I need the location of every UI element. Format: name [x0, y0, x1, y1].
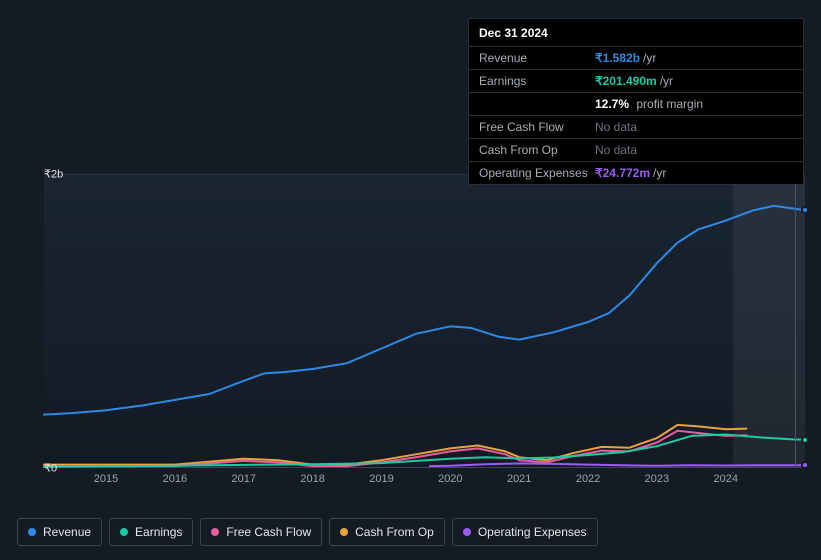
- series-marker: [801, 461, 809, 469]
- legend-item-operating-expenses[interactable]: Operating Expenses: [452, 518, 598, 546]
- x-axis-label: 2022: [576, 473, 600, 485]
- chart-legend: Revenue Earnings Free Cash Flow Cash From O…: [17, 518, 598, 546]
- x-axis-label: 2023: [645, 473, 669, 485]
- x-axis-label: 2017: [231, 473, 255, 485]
- legend-label: Operating Expenses: [478, 525, 587, 539]
- tooltip-row: Operating Expenses₹24.772m/yr: [469, 162, 803, 184]
- legend-dot-icon: [211, 528, 219, 536]
- legend-item-earnings[interactable]: Earnings: [109, 518, 193, 546]
- x-axis-label: 2020: [438, 473, 462, 485]
- legend-label: Cash From Op: [355, 525, 434, 539]
- x-axis-label: 2016: [163, 473, 187, 485]
- hover-tooltip: Dec 31 2024 Revenue₹1.582b/yrEarnings₹20…: [468, 18, 804, 185]
- series-line-cash-from-op: [44, 425, 747, 465]
- legend-item-free-cash-flow[interactable]: Free Cash Flow: [200, 518, 322, 546]
- tooltip-row: Revenue₹1.582b/yr: [469, 47, 803, 70]
- x-axis-label: 2015: [94, 473, 118, 485]
- series-marker: [801, 206, 809, 214]
- series-line-operating-expenses: [430, 463, 805, 466]
- legend-dot-icon: [28, 528, 36, 536]
- tooltip-date: Dec 31 2024: [469, 19, 803, 47]
- tooltip-row-label: Free Cash Flow: [479, 120, 595, 134]
- x-axis-label: 2019: [369, 473, 393, 485]
- tooltip-row-label: Earnings: [479, 74, 595, 88]
- x-axis-label: 2024: [714, 473, 738, 485]
- tooltip-row-label: Cash From Op: [479, 143, 595, 157]
- tooltip-row-value: ₹24.772m/yr: [595, 166, 793, 180]
- tooltip-row-label: Revenue: [479, 51, 595, 65]
- series-line-earnings: [44, 435, 805, 467]
- legend-label: Free Cash Flow: [226, 525, 311, 539]
- tooltip-row-value: ₹201.490m/yr: [595, 74, 793, 88]
- tooltip-row-value: ₹1.582b/yr: [595, 51, 793, 65]
- tooltip-row: Free Cash FlowNo data: [469, 116, 803, 139]
- legend-label: Earnings: [135, 525, 182, 539]
- tooltip-row: Cash From OpNo data: [469, 139, 803, 162]
- earnings-revenue-chart[interactable]: 2015201620172018201920202021202220232024…: [17, 160, 805, 500]
- tooltip-row-label: Operating Expenses: [479, 166, 595, 180]
- legend-dot-icon: [463, 528, 471, 536]
- legend-item-cash-from-op[interactable]: Cash From Op: [329, 518, 445, 546]
- x-axis-label: 2021: [507, 473, 531, 485]
- tooltip-row: Earnings₹201.490m/yr: [469, 70, 803, 93]
- tooltip-row-value: No data: [595, 120, 793, 134]
- chart-hover-line: [795, 175, 796, 467]
- tooltip-row-value: No data: [595, 143, 793, 157]
- series-line-revenue: [44, 206, 805, 415]
- chart-lines: [44, 175, 805, 469]
- legend-dot-icon: [340, 528, 348, 536]
- legend-dot-icon: [120, 528, 128, 536]
- legend-label: Revenue: [43, 525, 91, 539]
- legend-item-revenue[interactable]: Revenue: [17, 518, 102, 546]
- x-axis-label: 2018: [300, 473, 324, 485]
- series-marker: [801, 436, 809, 444]
- tooltip-row-margin: 12.7% profit margin: [469, 93, 803, 116]
- chart-plot-area[interactable]: 2015201620172018201920202021202220232024: [44, 174, 805, 468]
